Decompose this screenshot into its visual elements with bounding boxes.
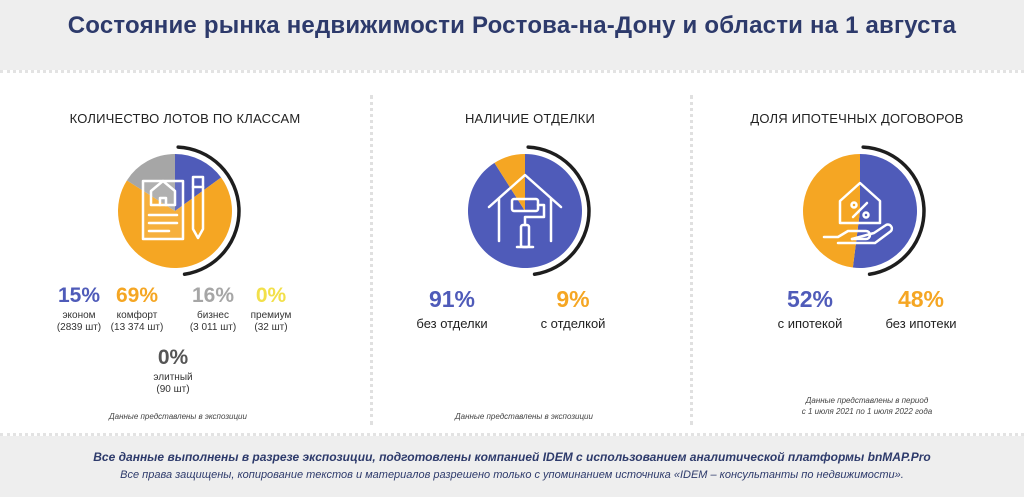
stat-economy-label: эконом (62, 310, 96, 321)
stat-without-mortgage-percent: 48% (897, 286, 945, 312)
stat-premium: 0% премиум (32 шт) (211, 284, 331, 334)
panel-mortgage: ДОЛЯ ИПОТЕЧНЫХ ДОГОВОРОВ 52% с ипотекой … (690, 73, 1024, 439)
pie-chart-finishing (467, 145, 591, 277)
data-note-finishing: Данные представлены в экспозиции (455, 412, 593, 421)
stat-premium-percent: 0% (255, 284, 287, 307)
pie-slice-finishing-1 (494, 154, 525, 211)
stat-without-mortgage: 48% без ипотеки (861, 286, 981, 332)
chart-title-finishing: НАЛИЧИЕ ОТДЕЛКИ (464, 111, 596, 126)
panel-lots-by-class: КОЛИЧЕСТВО ЛОТОВ ПО КЛАССАМ 15% эконом (… (0, 73, 370, 439)
stat-elite-count: (90 шт) (156, 384, 190, 395)
data-note-mortgage-line2: с 1 июля 2021 по 1 июля 2022 года (801, 407, 933, 416)
pie-slice-lots-0 (175, 154, 222, 211)
footer-copyright: Все права защищены, копирование текстов … (120, 469, 904, 481)
page-title: Состояние рынка недвижимости Ростова-на-… (67, 12, 957, 39)
stat-comfort-percent: 69% (115, 284, 159, 307)
stat-comfort-label: комфорт (116, 310, 158, 321)
data-note-lots: Данные представлены в экспозиции (109, 412, 247, 421)
pie-decor-arc (176, 145, 241, 277)
stat-elite-percent: 0% (157, 346, 189, 369)
house-paint-roller-icon (487, 173, 563, 249)
pie-decor-arc (861, 145, 926, 277)
stat-business: 16% бизнес (3 011 шт) (153, 284, 273, 334)
pie-chart-lots (117, 145, 241, 277)
panel-divider (690, 95, 693, 425)
stat-without-mortgage-label: без ипотеки (885, 316, 957, 331)
chart-title-lots: КОЛИЧЕСТВО ЛОТОВ ПО КЛАССАМ (69, 111, 301, 126)
data-note-mortgage-line1: Данные представлены в период (805, 396, 929, 405)
panel-finishing: НАЛИЧИЕ ОТДЕЛКИ 91% без отделки 9% с отд… (370, 73, 690, 439)
stat-economy-percent: 15% (57, 284, 101, 307)
stat-with-mortgage-percent: 52% (786, 286, 834, 312)
stat-with-finishing-label: с отделкой (540, 316, 606, 331)
infographic-panels: КОЛИЧЕСТВО ЛОТОВ ПО КЛАССАМ 15% эконом (… (0, 70, 1024, 436)
stat-premium-count: (32 шт) (254, 322, 288, 333)
pie-slice-mortgage-1 (803, 154, 860, 268)
stat-economy-count: (2839 шт) (56, 322, 102, 333)
stat-elite: 0% элитный (90 шт) (113, 346, 233, 396)
stat-with-finishing-percent: 9% (556, 286, 590, 312)
pie-slice-mortgage-0 (852, 154, 918, 268)
pie-decor-arc (526, 145, 591, 277)
document-house-icon (141, 175, 205, 241)
chart-title-mortgage: ДОЛЯ ИПОТЕЧНЫХ ДОГОВОРОВ (750, 111, 964, 126)
panel-divider (370, 95, 373, 425)
stat-comfort: 69% комфорт (13 374 шт) (77, 284, 197, 334)
stat-premium-label: премиум (250, 310, 292, 321)
stat-business-label: бизнес (197, 310, 229, 321)
stat-with-mortgage-label: с ипотекой (777, 316, 843, 331)
stat-comfort-count: (13 374 шт) (110, 322, 164, 333)
stat-business-count: (3 011 шт) (189, 322, 237, 333)
footer-source: Все данные выполнены в разрезе экспозици… (93, 450, 931, 464)
stat-no-finishing: 91% без отделки (392, 286, 512, 332)
stat-elite-label: элитный (153, 372, 193, 383)
stat-with-finishing: 9% с отделкой (513, 286, 633, 332)
stat-business-percent: 16% (191, 284, 235, 307)
hand-house-percent-icon (822, 181, 894, 245)
stat-no-finishing-label: без отделки (416, 316, 488, 331)
stat-economy: 15% эконом (2839 шт) (19, 284, 139, 334)
stat-with-mortgage: 52% с ипотекой (750, 286, 870, 332)
stat-no-finishing-percent: 91% (428, 286, 476, 312)
data-note-mortgage: Данные представлены в период с 1 июля 20… (700, 395, 1024, 417)
pie-chart-mortgage (803, 145, 926, 277)
